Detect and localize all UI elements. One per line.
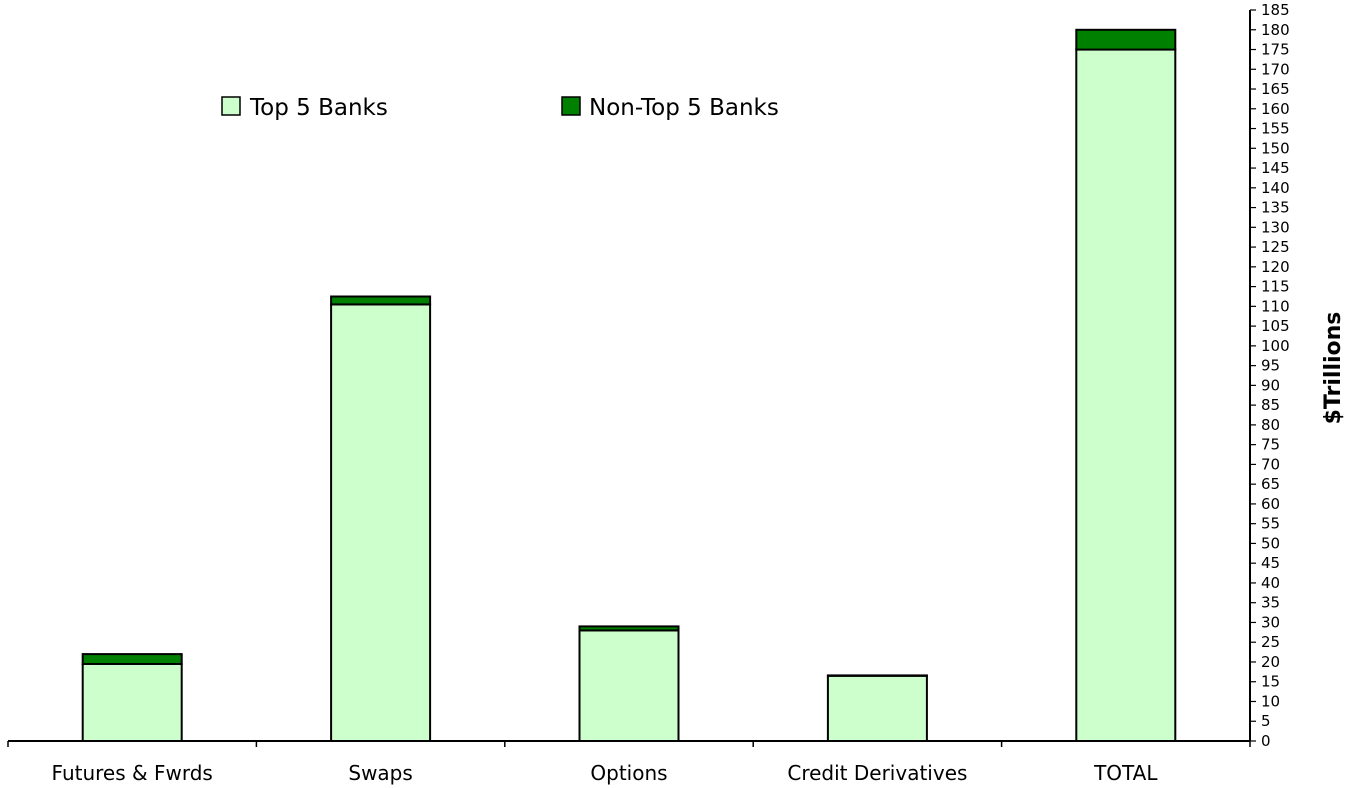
- legend-label-non-top-5-banks: Non-Top 5 Banks: [589, 95, 779, 121]
- bar-swaps-top-5-banks: [330, 303, 432, 742]
- y-tick-label-95: 95: [1261, 357, 1280, 375]
- y-tick-label-55: 55: [1261, 515, 1280, 533]
- y-tick-label-165: 165: [1261, 80, 1290, 98]
- y-tick-label-145: 145: [1261, 159, 1290, 177]
- y-tick-label-100: 100: [1261, 337, 1290, 355]
- y-tick-label-85: 85: [1261, 396, 1280, 414]
- y-tick-label-70: 70: [1261, 455, 1280, 473]
- y-tick-label-135: 135: [1261, 199, 1290, 217]
- bar-options-non-top-5-banks: [578, 625, 680, 632]
- y-tick-label-75: 75: [1261, 436, 1280, 454]
- x-axis: Futures & Fwrds Swaps Options Credit Deriva…: [7, 740, 1251, 785]
- bars-layer: [81, 28, 1177, 743]
- x-tick-label-swaps: Swaps: [348, 761, 412, 785]
- bar-options-top-5-banks: [578, 629, 680, 743]
- y-tick-label-80: 80: [1261, 416, 1280, 434]
- legend-swatch-top-5-banks: [221, 96, 241, 116]
- x-tick-label-credit-derivatives: Credit Derivatives: [787, 761, 967, 785]
- y-tick-label-65: 65: [1261, 475, 1280, 493]
- y-axis-title: $Trillions: [1321, 312, 1346, 425]
- y-tick-label-115: 115: [1261, 278, 1290, 296]
- y-tick-label-0: 0: [1261, 732, 1271, 750]
- y-axis: 0510152025303540455055606570758085909510…: [1249, 1, 1290, 750]
- y-tick-label-50: 50: [1261, 534, 1280, 552]
- y-tick-label-25: 25: [1261, 633, 1280, 651]
- y-tick-label-170: 170: [1261, 60, 1290, 78]
- bar-futures-fwrds-top-5-banks: [81, 662, 183, 743]
- bar-futures-fwrds-non-top-5-banks: [81, 653, 183, 665]
- y-tick-label-180: 180: [1261, 21, 1290, 39]
- bar-total-non-top-5-banks: [1075, 28, 1177, 51]
- bar-total-top-5-banks: [1075, 48, 1177, 742]
- y-tick-label-155: 155: [1261, 120, 1290, 138]
- y-tick-label-5: 5: [1261, 712, 1271, 730]
- y-tick-label-140: 140: [1261, 179, 1290, 197]
- legend-swatch-non-top-5-banks: [561, 96, 581, 116]
- bar-credit-derivatives-top-5-banks: [826, 674, 928, 742]
- y-tick-label-120: 120: [1261, 258, 1290, 276]
- y-tick-label-90: 90: [1261, 376, 1280, 394]
- y-tick-label-15: 15: [1261, 673, 1280, 691]
- y-tick-label-105: 105: [1261, 317, 1290, 335]
- y-tick-label-10: 10: [1261, 692, 1280, 710]
- legend-label-top-5-banks: Top 5 Banks: [249, 95, 388, 121]
- bar-swaps-non-top-5-banks: [330, 295, 432, 306]
- x-tick-label-options: Options: [590, 761, 667, 785]
- y-tick-label-125: 125: [1261, 238, 1290, 256]
- y-tick-label-185: 185: [1261, 1, 1290, 19]
- y-tick-label-175: 175: [1261, 41, 1290, 59]
- y-tick-label-35: 35: [1261, 594, 1280, 612]
- y-tick-label-130: 130: [1261, 218, 1290, 236]
- y-tick-label-30: 30: [1261, 613, 1280, 631]
- y-tick-label-150: 150: [1261, 139, 1290, 157]
- y-tick-label-160: 160: [1261, 100, 1290, 118]
- x-tick-label-futures-fwrds: Futures & Fwrds: [52, 761, 213, 785]
- y-tick-label-40: 40: [1261, 574, 1280, 592]
- y-tick-label-20: 20: [1261, 653, 1280, 671]
- x-tick-label-total: TOTAL: [1093, 761, 1158, 785]
- y-tick-label-60: 60: [1261, 495, 1280, 513]
- legend: Top 5 Banks Non-Top 5 Banks: [221, 95, 779, 121]
- y-tick-label-45: 45: [1261, 554, 1280, 572]
- y-tick-label-110: 110: [1261, 297, 1290, 315]
